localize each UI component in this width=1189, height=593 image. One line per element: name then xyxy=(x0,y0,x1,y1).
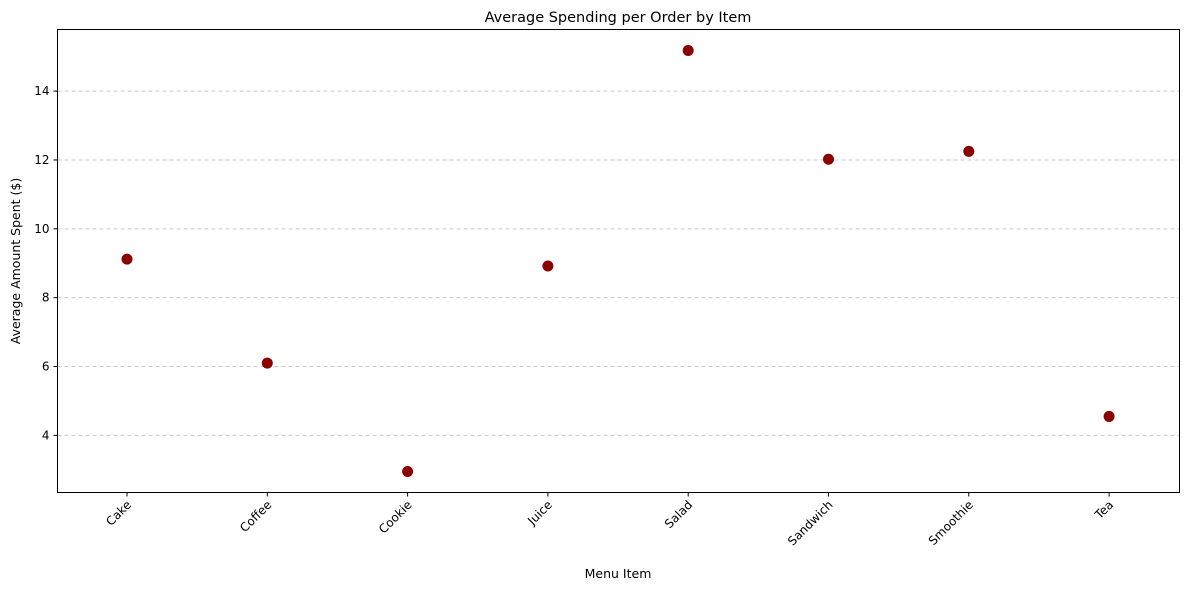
data-points xyxy=(121,44,1115,478)
y-tick-label: 4 xyxy=(42,428,50,442)
y-tick-label: 12 xyxy=(34,153,49,167)
data-point xyxy=(542,260,554,272)
data-point xyxy=(121,253,133,265)
y-tick-label: 8 xyxy=(42,291,50,305)
data-point xyxy=(1103,410,1115,422)
y-axis-ticks: 4 6 8 10 12 14 xyxy=(34,84,58,442)
data-point xyxy=(682,44,694,56)
x-tick-label: Tea xyxy=(1091,498,1116,523)
data-point xyxy=(963,145,975,157)
x-axis-label: Menu Item xyxy=(585,566,652,581)
gridlines xyxy=(57,90,1180,436)
x-tick-label: Sandwich xyxy=(785,498,836,549)
x-tick-label: Salad xyxy=(662,498,695,531)
y-tick-label: 14 xyxy=(34,84,49,98)
x-tick-label: Smoothie xyxy=(926,498,976,548)
data-point xyxy=(261,357,273,369)
plot-area xyxy=(57,29,1180,493)
data-point xyxy=(823,153,834,165)
x-tick-label: Cake xyxy=(103,498,134,529)
y-tick-label: 10 xyxy=(34,222,49,236)
x-tick-label: Juice xyxy=(524,498,555,529)
x-tick-label: Cookie xyxy=(376,498,415,537)
y-tick-label: 6 xyxy=(42,360,50,374)
chart-title: Average Spending per Order by Item xyxy=(485,10,752,26)
y-axis-label: Average Amount Spent ($) xyxy=(8,178,23,344)
x-axis-ticks: Cake Coffee Cookie Juice Salad Sandwich Smooth… xyxy=(103,492,1116,549)
x-tick-label: Coffee xyxy=(237,498,274,535)
data-point xyxy=(402,466,414,478)
